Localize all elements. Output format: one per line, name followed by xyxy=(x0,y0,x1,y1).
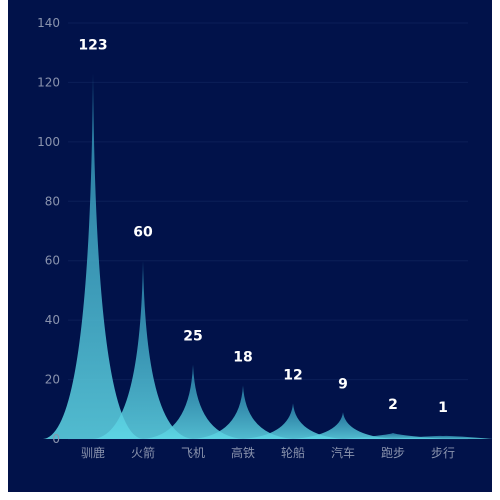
y-tick-label: 100 xyxy=(37,135,60,149)
y-tick-label: 20 xyxy=(45,373,60,387)
x-tick-label: 跑步 xyxy=(381,446,405,460)
x-tick-label: 步行 xyxy=(431,446,455,460)
spike-驯鹿[interactable] xyxy=(43,73,143,439)
y-tick-label: 60 xyxy=(45,254,60,268)
spike-火箭[interactable] xyxy=(93,260,193,439)
data-labels: 123 60 25 18 12 9 2 1 xyxy=(78,38,447,417)
grid-layer xyxy=(68,22,468,440)
x-tick-label: 火箭 xyxy=(131,445,155,460)
y-tick-label: 120 xyxy=(37,75,60,89)
y-axis-ticks: 0 20 40 60 80 100 120 140 xyxy=(37,16,60,446)
x-tick-label: 飞机 xyxy=(181,446,205,460)
data-label: 123 xyxy=(78,38,107,54)
x-tick-label: 汽车 xyxy=(331,445,355,460)
data-label: 25 xyxy=(183,329,202,345)
x-tick-label: 高铁 xyxy=(231,445,255,460)
data-label: 12 xyxy=(283,367,302,383)
spike-轮船[interactable] xyxy=(243,403,343,439)
y-tick-label: 40 xyxy=(45,313,60,327)
spike-高铁[interactable] xyxy=(193,385,293,439)
x-axis-ticks: 驯鹿 火箭 飞机 高铁 轮船 汽车 跑步 步行 xyxy=(81,445,455,460)
spike-汽车[interactable] xyxy=(293,412,393,439)
data-label: 60 xyxy=(133,225,153,241)
y-tick-label: 0 xyxy=(52,432,60,446)
spike-飞机[interactable] xyxy=(143,364,243,439)
x-tick-label: 轮船 xyxy=(281,446,305,460)
data-label: 18 xyxy=(233,350,252,366)
y-tick-label: 140 xyxy=(37,16,60,30)
x-tick-label: 驯鹿 xyxy=(81,445,105,460)
y-tick-label: 80 xyxy=(45,194,60,208)
spike-步行[interactable] xyxy=(393,435,493,439)
spike-layer xyxy=(43,73,493,439)
data-label: 9 xyxy=(338,376,348,392)
data-label: 2 xyxy=(388,397,398,413)
data-label: 1 xyxy=(438,400,448,416)
